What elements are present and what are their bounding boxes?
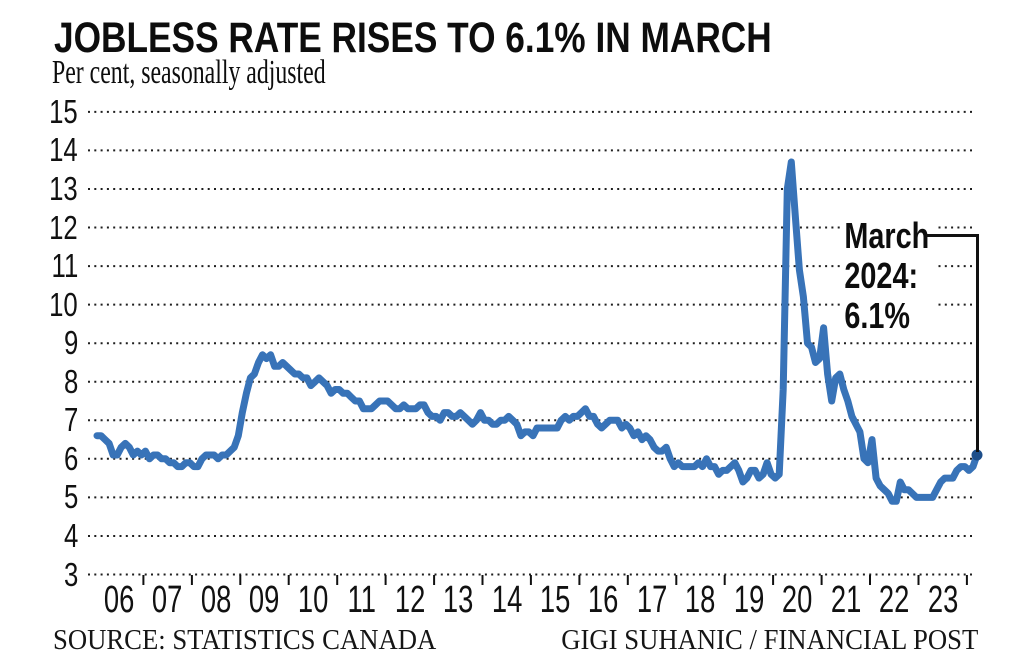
x-axis-label: 14	[491, 579, 522, 621]
y-axis-label: 12	[49, 208, 78, 246]
x-axis-label: 11	[347, 579, 376, 621]
x-axis-label: 06	[103, 579, 135, 621]
y-axis-label: 5	[63, 478, 78, 516]
annotation-connector-vertical	[976, 234, 979, 452]
author-credit: GIGI SUHANIC / FINANCIAL POST	[560, 624, 978, 656]
y-axis-label: 7	[63, 401, 78, 439]
x-axis-label: 19	[733, 579, 765, 621]
source-credit: SOURCE: STATISTICS CANADA	[53, 624, 437, 656]
y-axis-label: 13	[49, 170, 78, 207]
y-axis-label: 3	[63, 555, 78, 593]
x-axis-label: 09	[249, 579, 280, 621]
x-axis-label: 22	[878, 579, 910, 621]
x-axis-label: 20	[782, 579, 813, 621]
x-axis-label: 16	[588, 579, 619, 621]
chart-title: JOBLESS RATE RISES TO 6.1% IN MARCH	[54, 14, 772, 62]
x-axis-label: 12	[394, 579, 426, 621]
y-axis-label: 9	[63, 324, 78, 362]
annotation-line-1: March	[844, 215, 930, 256]
y-axis-label: 14	[49, 131, 78, 169]
x-axis-label: 17	[636, 579, 668, 621]
annotation-line-2: 2024:	[844, 255, 919, 296]
x-axis-label: 18	[685, 579, 716, 621]
x-axis-label: 13	[443, 579, 474, 621]
annotation-march-2024: March 2024: 6.1%	[842, 214, 938, 342]
y-axis-label: 11	[51, 247, 78, 285]
x-axis-label: 08	[200, 579, 232, 621]
x-axis-label: 10	[297, 579, 329, 621]
chart-subtitle: Per cent, seasonally adjusted	[52, 54, 326, 91]
annotation-line-3: 6.1%	[844, 295, 911, 336]
series-line	[93, 158, 981, 505]
y-axis-label: 10	[49, 285, 78, 323]
x-axis-label: 07	[152, 579, 183, 621]
y-axis-label: 15	[49, 92, 78, 130]
y-axis-label: 6	[63, 439, 78, 477]
y-axis-label: 8	[63, 362, 78, 400]
x-axis-label: 23	[927, 579, 958, 621]
x-axis-label: 21	[830, 579, 862, 621]
x-axis-label: 15	[539, 579, 571, 621]
annotation-connector-horizontal	[926, 234, 979, 237]
y-axis-label: 4	[63, 517, 78, 554]
series-end-marker	[971, 449, 983, 461]
